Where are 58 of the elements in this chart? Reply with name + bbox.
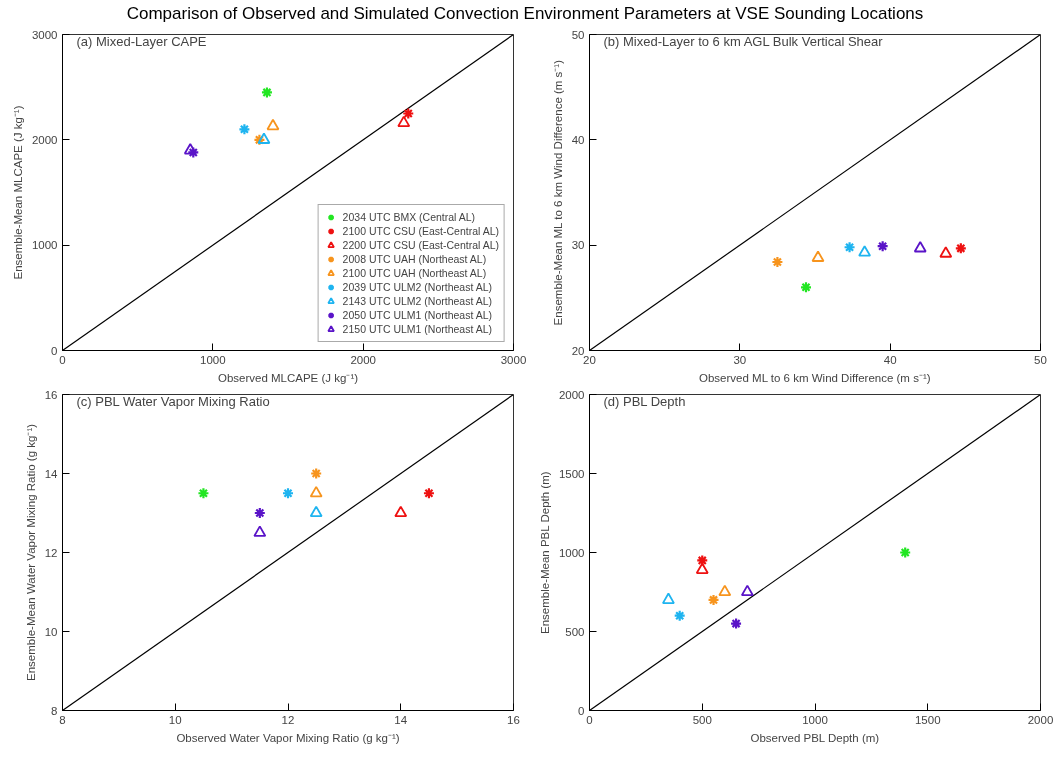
y-tick-label: 2000 [31, 134, 58, 147]
legend-label: 2050 UTC ULM1 (Northeast AL) [342, 308, 493, 323]
x-tick-label: 0 [586, 713, 593, 726]
chart-title: (c) PBL Water Vapor Mixing Ratio [76, 393, 270, 409]
x-tick-label: 2000 [350, 353, 376, 366]
x-axis-title: Observed MLCAPE (J kg⁻¹) [217, 371, 359, 384]
y-tick-label: 500 [565, 625, 585, 638]
x-tick-label: 20 [583, 353, 596, 366]
x-tick-label: 14 [394, 713, 408, 726]
x-axis-title: Observed ML to 6 km Wind Difference (m s⁻¹) [699, 371, 931, 384]
y-tick-label: 30 [571, 239, 585, 252]
y-axis-title: Ensemble-Mean PBL Depth (m) [538, 471, 551, 635]
x-tick-label: 12 [281, 713, 295, 726]
x-axis-title: Observed PBL Depth (m) [750, 731, 880, 744]
x-tick-label: 16 [507, 713, 520, 726]
y-tick-label: 50 [571, 28, 585, 41]
legend-label: 2008 UTC UAH (Northeast AL) [342, 252, 487, 267]
y-axis-title: Ensemble-Mean Water Vapor Mixing Ratio (g kg⁻¹) [24, 424, 37, 682]
x-axis-title: Observed Water Vapor Mixing Ratio (g kg⁻¹) [176, 731, 400, 744]
y-tick-label: 1500 [558, 467, 585, 480]
chart-title: (b) Mixed-Layer to 6 km AGL Bulk Vertical Shear [603, 33, 884, 49]
x-tick-label: 8 [59, 713, 66, 726]
y-tick-label: 10 [44, 625, 58, 638]
x-tick-label: 1000 [802, 713, 828, 726]
chart-title: (a) Mixed-Layer CAPE [76, 33, 207, 49]
y-tick-label: 14 [44, 467, 59, 480]
y-tick-label: 8 [51, 704, 58, 717]
x-tick-label: 0 [59, 353, 66, 366]
legend-label: 2039 UTC ULM2 (Northeast AL) [342, 280, 493, 295]
y-tick-label: 3000 [31, 28, 58, 41]
legend-label: 2034 UTC BMX (Central AL) [342, 210, 476, 225]
y-tick-label: 16 [44, 388, 58, 401]
y-tick-label: 2000 [558, 388, 585, 401]
x-tick-label: 50 [1034, 353, 1047, 366]
legend-label: 2200 UTC CSU (East-Central AL) [342, 238, 499, 253]
chart-title: (d) PBL Depth [603, 393, 686, 409]
legend-label: 2150 UTC ULM1 (Northeast AL) [342, 322, 493, 337]
y-tick-label: 40 [571, 134, 585, 147]
y-axis-title: Ensemble-Mean ML to 6 km Wind Difference (m s⁻¹) [551, 60, 564, 326]
legend-label: 2143 UTC ULM2 (Northeast AL) [342, 294, 493, 309]
x-tick-label: 10 [168, 713, 182, 726]
y-axis-title: Ensemble-Mean MLCAPE (J kg⁻¹) [11, 105, 24, 280]
x-tick-label: 40 [883, 353, 897, 366]
text: Comparison of Observed and Simulated Convection Environment Parameters at VSE Sounding Locations [126, 3, 924, 25]
x-tick-label: 2000 [1027, 713, 1054, 726]
y-tick-label: 1000 [558, 546, 585, 559]
legend-label: 2100 UTC UAH (Northeast AL) [342, 266, 487, 281]
x-tick-label: 1000 [200, 353, 226, 366]
y-tick-label: 20 [571, 344, 585, 357]
legend-label: 2100 UTC CSU (East-Central AL) [342, 224, 499, 239]
x-tick-label: 3000 [500, 353, 527, 366]
y-tick-label: 12 [44, 546, 58, 559]
y-tick-label: 0 [578, 704, 585, 717]
y-tick-label: 0 [51, 344, 58, 357]
x-tick-label: 1500 [914, 713, 941, 726]
x-tick-label: 500 [692, 713, 712, 726]
x-tick-label: 30 [733, 353, 747, 366]
y-tick-label: 1000 [31, 239, 58, 252]
